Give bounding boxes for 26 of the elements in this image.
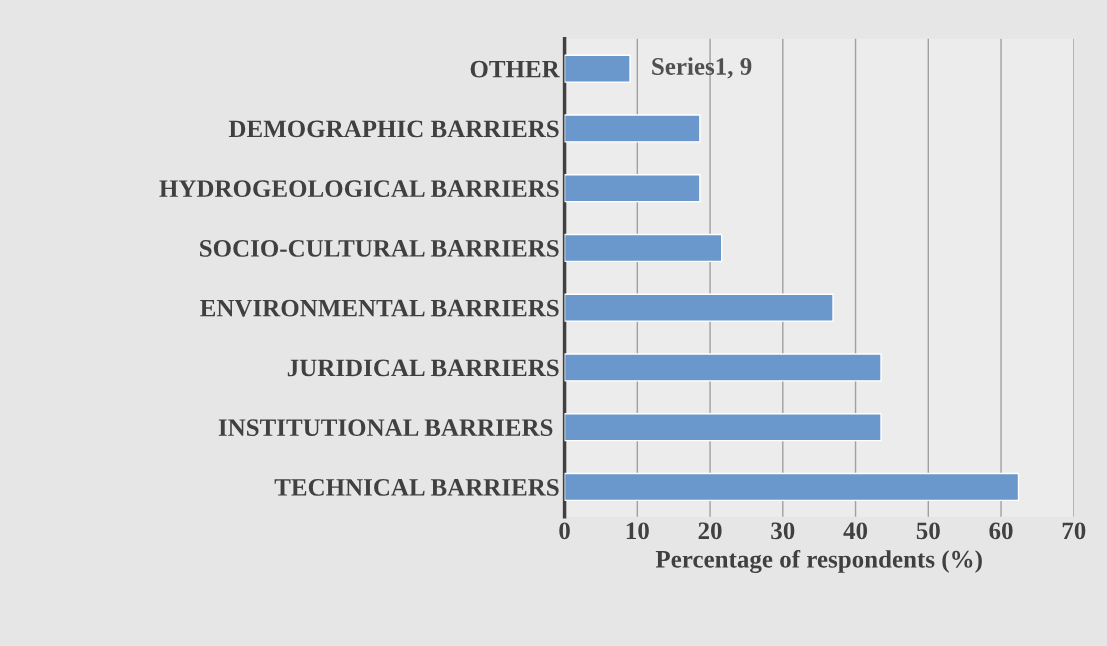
y-tick-label: OTHER [470, 60, 560, 78]
bar [564, 293, 834, 322]
y-tick-label: JURIDICAL BARRIERS [287, 359, 559, 377]
y-tick-label: DEMOGRAPHIC BARRIERS [228, 120, 559, 138]
x-tick-label: 70 [1062, 522, 1086, 540]
y-tick-label: ENVIRONMENTAL BARRIERS [200, 299, 559, 317]
data-label: Series1, 9 [652, 57, 752, 79]
bar [564, 114, 701, 143]
bar [564, 413, 882, 442]
x-tick-label: 10 [626, 522, 649, 540]
y-tick-label: HYDROGEOLOGICAL BARRIERS [159, 180, 559, 198]
x-tick-label: 40 [843, 522, 868, 540]
x-tick-label: 20 [698, 522, 722, 540]
bar [564, 353, 882, 382]
x-tick-label: 30 [771, 522, 795, 540]
bar [564, 472, 1020, 502]
x-tick-label: 0 [559, 522, 570, 540]
y-tick-label: TECHNICAL BARRIERS [274, 479, 559, 496]
x-tick-label: 60 [989, 522, 1013, 540]
bar [564, 233, 723, 263]
y-tick-label: SOCIO-CULTURAL BARRIERS [200, 240, 559, 257]
y-tick-label: INSTITUTIONAL BARRIERS [218, 419, 553, 437]
bar [564, 54, 631, 83]
bar [564, 174, 701, 203]
x-axis-title: Percentage of respondents (%) [655, 549, 982, 574]
x-tick-label: 50 [916, 522, 940, 540]
